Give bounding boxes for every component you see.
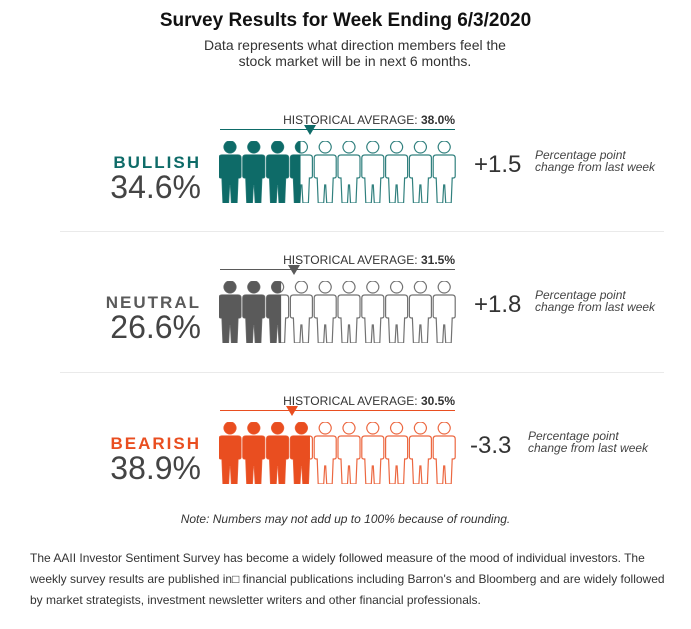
person-icon — [361, 141, 385, 203]
person-icon — [337, 422, 361, 484]
historical-average-prefix: HISTORICAL AVERAGE: — [283, 394, 418, 408]
category-label: NEUTRAL — [105, 293, 201, 312]
person-icon — [313, 422, 337, 484]
historical-average-line — [220, 269, 455, 270]
person-icon — [337, 141, 361, 203]
category-percent: 34.6% — [110, 169, 201, 205]
chart-title: Survey Results for Week Ending 6/3/2020 — [159, 10, 532, 31]
person-icon — [432, 141, 456, 203]
section-bearish: HISTORICAL AVERAGE: 30.5% BEARISH 38.9% … — [0, 394, 691, 522]
person-icon — [385, 422, 409, 484]
historical-average-prefix: HISTORICAL AVERAGE: — [283, 113, 418, 127]
category-label: BULLISH — [113, 153, 201, 172]
historical-average-value: 31.5% — [420, 253, 455, 267]
person-icon — [289, 422, 314, 484]
section-neutral: HISTORICAL AVERAGE: 31.5% NEUTRAL 26.6% … — [0, 253, 691, 381]
historical-average-value: 30.5% — [420, 394, 455, 408]
person-icon — [242, 141, 266, 203]
historical-average-line — [220, 410, 455, 411]
section-bullish: HISTORICAL AVERAGE: 38.0% BULLISH 34.6% … — [0, 113, 691, 241]
person-icon — [408, 422, 432, 484]
category-percent: 38.9% — [110, 450, 201, 486]
pictograph-people — [219, 141, 456, 203]
section-divider — [60, 372, 664, 373]
person-icon — [219, 141, 242, 203]
weekly-change-note: Percentage point change from last week — [535, 148, 656, 174]
person-icon — [337, 281, 361, 343]
weekly-change-value: +1.8 — [474, 291, 522, 318]
weekly-change-value: +1.5 — [474, 151, 522, 178]
historical-average-marker — [286, 406, 299, 416]
person-icon — [219, 281, 242, 343]
person-icon — [265, 281, 290, 343]
person-icon — [361, 422, 385, 484]
person-icon — [313, 281, 337, 343]
pictograph-people — [219, 281, 456, 343]
weekly-change-note: Percentage point change from last week — [528, 429, 649, 455]
chart-subtitle: Data represents what direction members f… — [204, 37, 506, 69]
weekly-change-note: Percentage point change from last week — [535, 288, 656, 314]
historical-average-label: HISTORICAL AVERAGE: 30.5% — [200, 394, 455, 408]
person-icon — [242, 422, 266, 484]
person-icon — [408, 281, 432, 343]
survey-description: The AAII Investor Sentiment Survey has b… — [30, 551, 665, 607]
weekly-change-value: -3.3 — [470, 432, 512, 459]
historical-average-label: HISTORICAL AVERAGE: 38.0% — [200, 113, 455, 127]
historical-average-value: 38.0% — [420, 113, 455, 127]
person-icon — [265, 422, 290, 484]
rounding-footnote: Note: Numbers may not add up to 100% bec… — [180, 512, 511, 526]
person-icon — [265, 141, 290, 203]
person-icon — [385, 141, 409, 203]
person-icon — [432, 281, 456, 343]
category-percent: 26.6% — [110, 309, 201, 345]
person-icon — [385, 281, 409, 343]
category-label: BEARISH — [110, 434, 201, 453]
historical-average-line — [220, 129, 455, 130]
person-icon — [289, 281, 314, 343]
section-divider — [60, 231, 664, 232]
person-icon — [219, 422, 242, 484]
historical-average-prefix: HISTORICAL AVERAGE: — [283, 253, 418, 267]
historical-average-marker — [303, 125, 316, 135]
historical-average-label: HISTORICAL AVERAGE: 31.5% — [200, 253, 455, 267]
person-icon — [313, 141, 337, 203]
historical-average-marker — [288, 265, 301, 275]
person-icon — [289, 141, 314, 203]
pictograph-people — [219, 422, 456, 484]
person-icon — [432, 422, 456, 484]
person-icon — [242, 281, 266, 343]
person-icon — [361, 281, 385, 343]
person-icon — [408, 141, 432, 203]
